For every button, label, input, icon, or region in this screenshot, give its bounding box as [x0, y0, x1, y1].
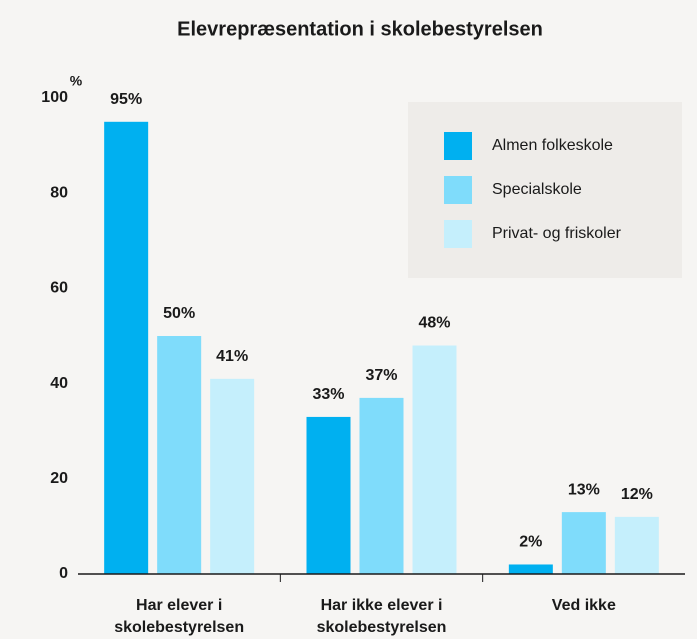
legend-label: Almen folkeskole: [492, 137, 613, 154]
value-label: 41%: [216, 348, 248, 365]
bar: [508, 564, 553, 574]
x-tick-line: Ved ikke: [552, 597, 616, 614]
x-tick-line: skolebestyrelsen: [317, 619, 447, 636]
legend-label: Privat- og friskoler: [492, 225, 622, 242]
y-tick-label: 0: [59, 565, 68, 582]
value-label: 48%: [418, 315, 450, 332]
bar: [412, 345, 457, 574]
x-tick-line: Har ikke elever i: [321, 597, 443, 614]
bar: [614, 516, 659, 574]
bar: [306, 416, 351, 574]
x-tick-label: Har ikke elever i skolebestyrelsen: [317, 597, 447, 636]
bar: [210, 378, 255, 574]
y-tick-label: 100: [41, 89, 68, 106]
bar: [561, 512, 606, 574]
value-label: 33%: [312, 386, 344, 403]
value-label: 13%: [568, 481, 600, 498]
chart-title: Elevrepræsentation i skolebestyrelsen: [177, 18, 543, 40]
legend-swatch: [444, 176, 472, 204]
y-axis-label: %: [70, 73, 83, 89]
bar: [359, 397, 404, 574]
legend-label: Specialskole: [492, 181, 582, 198]
bar: [104, 121, 149, 575]
y-tick-label: 40: [50, 375, 68, 392]
legend-swatch: [444, 132, 472, 160]
value-label: 95%: [110, 91, 142, 108]
x-tick-line: Har elever i: [136, 597, 222, 614]
x-tick-line: skolebestyrelsen: [114, 619, 244, 636]
value-label: 50%: [163, 305, 195, 322]
y-tick-label: 20: [50, 470, 68, 487]
x-tick-label: Ved ikke: [552, 597, 616, 614]
y-tick-label: 80: [50, 184, 68, 201]
value-label: 37%: [365, 367, 397, 384]
bar: [157, 336, 202, 574]
x-tick-label: Har elever i skolebestyrelsen: [114, 597, 244, 636]
legend-swatch: [444, 220, 472, 248]
value-label: 12%: [621, 486, 653, 503]
value-label: 2%: [519, 534, 542, 551]
y-tick-label: 60: [50, 280, 68, 297]
